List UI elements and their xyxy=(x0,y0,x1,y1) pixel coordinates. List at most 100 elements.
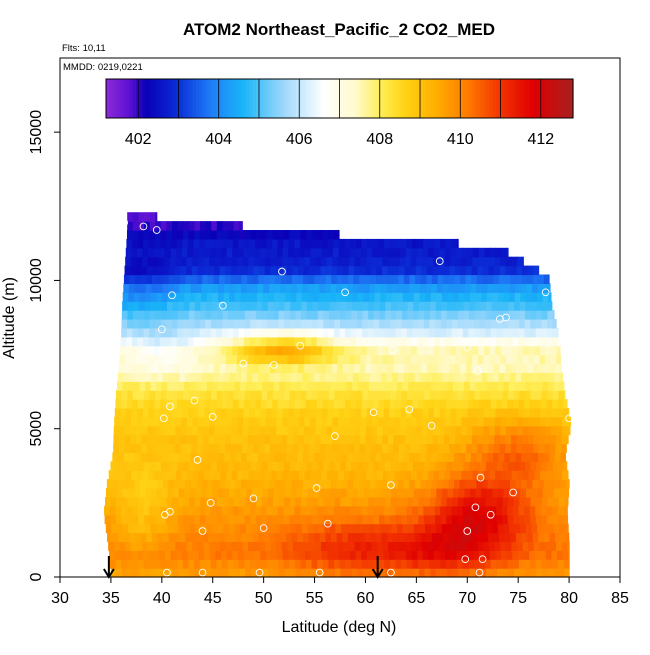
heatmap-cell xyxy=(449,434,456,445)
heatmap-cell xyxy=(567,425,571,436)
heatmap-cell xyxy=(530,390,537,400)
heatmap-cell xyxy=(154,238,161,249)
heatmap-cell xyxy=(205,221,212,231)
colorbar-segment xyxy=(189,79,194,118)
heatmap-cell xyxy=(538,443,545,454)
heatmap-cell xyxy=(360,354,367,365)
heatmap-cell xyxy=(528,345,536,356)
heatmap-cell xyxy=(511,541,518,551)
heatmap-cell xyxy=(432,443,439,454)
heatmap-cell xyxy=(125,247,132,258)
heatmap-cell xyxy=(337,363,344,373)
heatmap-cell xyxy=(535,327,542,338)
heatmap-cell xyxy=(552,514,559,525)
heatmap-cell xyxy=(128,292,135,302)
heatmap-cell xyxy=(500,541,507,551)
heatmap-cell xyxy=(105,488,113,498)
heatmap-cell xyxy=(350,399,357,409)
heatmap-cell xyxy=(128,488,135,498)
heatmap-cell xyxy=(288,505,296,516)
heatmap-cell xyxy=(404,425,412,436)
heatmap-cell xyxy=(454,479,461,489)
heatmap-cell xyxy=(543,452,550,462)
heatmap-cell xyxy=(160,559,167,569)
heatmap-cell xyxy=(515,479,522,489)
colorbar-segment xyxy=(452,79,457,118)
heatmap-cell xyxy=(315,434,322,445)
heatmap-cell xyxy=(417,559,425,569)
heatmap-cell xyxy=(360,541,367,551)
heatmap-cell xyxy=(482,532,489,543)
heatmap-cell xyxy=(286,443,293,454)
heatmap-cell xyxy=(133,301,140,311)
heatmap-cell xyxy=(517,345,524,356)
heatmap-cell xyxy=(345,318,352,329)
heatmap-cell xyxy=(442,452,449,462)
heatmap-cell xyxy=(421,265,428,276)
heatmap-cell xyxy=(547,310,554,320)
heatmap-cell xyxy=(166,461,173,471)
heatmap-cell xyxy=(564,496,569,507)
colorbar-segment xyxy=(562,79,567,118)
heatmap-cell xyxy=(355,407,362,418)
heatmap-cell xyxy=(166,496,173,507)
heatmap-cell xyxy=(241,363,249,373)
heatmap-cell xyxy=(240,381,247,391)
heatmap-cell xyxy=(305,550,312,560)
heatmap-cell xyxy=(395,399,402,409)
heatmap-cell xyxy=(199,230,206,240)
heatmap-cell xyxy=(415,265,422,276)
heatmap-cell xyxy=(134,452,141,462)
heatmap-cell xyxy=(431,372,438,382)
heatmap-cell xyxy=(470,479,478,489)
heatmap-cell xyxy=(325,372,332,382)
heatmap-cell xyxy=(344,505,352,516)
heatmap-cell xyxy=(153,407,161,418)
heatmap-cell xyxy=(551,336,559,347)
heatmap-cell xyxy=(500,425,507,436)
heatmap-cell xyxy=(384,399,391,409)
heatmap-cell xyxy=(227,514,234,525)
colorbar-segment xyxy=(432,79,437,118)
heatmap-cell xyxy=(543,274,550,284)
colorbar-segment xyxy=(359,79,364,118)
heatmap-cell xyxy=(222,390,229,400)
heatmap-cell xyxy=(235,283,242,293)
heatmap-cell xyxy=(209,247,216,258)
heatmap-cell xyxy=(244,318,251,329)
heatmap-cell xyxy=(507,318,515,329)
heatmap-cell xyxy=(365,256,373,267)
heatmap-cell xyxy=(387,363,394,373)
heatmap-cell xyxy=(467,247,474,258)
heatmap-cell xyxy=(255,514,262,525)
heatmap-cell xyxy=(262,301,269,311)
heatmap-cell xyxy=(282,407,289,418)
heatmap-cell xyxy=(202,479,209,489)
heatmap-cell xyxy=(382,541,389,551)
heatmap-cell xyxy=(191,265,198,276)
heatmap-cell xyxy=(167,488,174,498)
heatmap-cell xyxy=(391,523,398,534)
heatmap-cell xyxy=(217,292,225,302)
heatmap-cell xyxy=(142,470,149,480)
heatmap-cell xyxy=(362,301,370,311)
heatmap-cell xyxy=(180,363,187,373)
heatmap-cell xyxy=(121,327,128,338)
heatmap-cell xyxy=(436,488,443,498)
heatmap-cell xyxy=(450,407,457,418)
heatmap-cell xyxy=(262,523,269,534)
heatmap-cell xyxy=(436,292,443,302)
heatmap-cell xyxy=(222,310,229,320)
heatmap-cell xyxy=(491,461,498,471)
heatmap-cell xyxy=(483,470,491,480)
heatmap-cell xyxy=(213,443,221,454)
heatmap-cell xyxy=(516,363,523,373)
sample-point xyxy=(509,488,517,497)
heatmap-cell xyxy=(355,238,363,249)
heatmap-cell xyxy=(426,265,434,276)
heatmap-cell xyxy=(552,399,559,409)
heatmap-cell xyxy=(343,541,350,551)
heatmap-cell xyxy=(172,461,179,471)
heatmap-cell xyxy=(349,256,356,267)
heatmap-cell xyxy=(154,505,161,516)
